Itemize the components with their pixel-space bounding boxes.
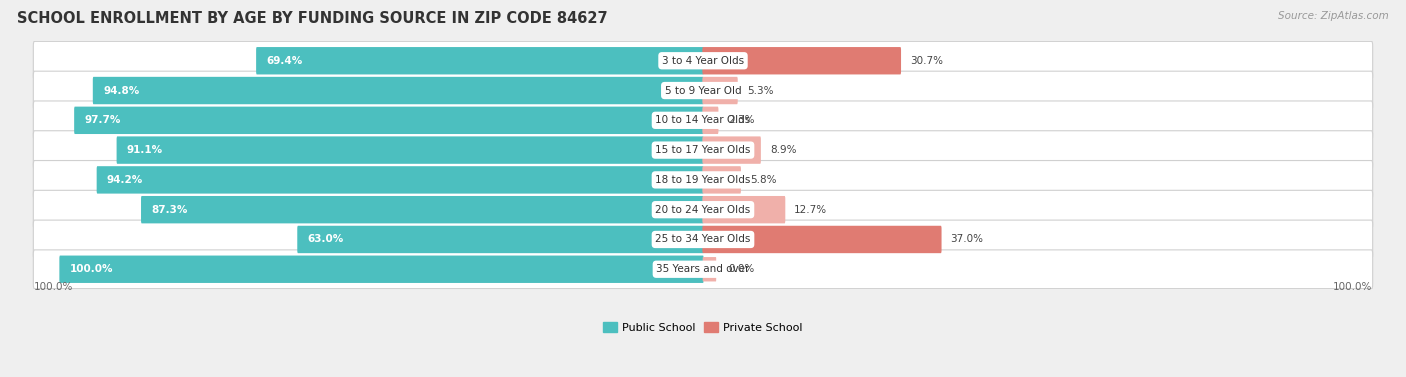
Text: 97.7%: 97.7% — [84, 115, 121, 125]
FancyBboxPatch shape — [34, 71, 1372, 110]
Legend: Public School, Private School: Public School, Private School — [599, 318, 807, 337]
Text: 35 Years and over: 35 Years and over — [657, 264, 749, 274]
Text: 87.3%: 87.3% — [152, 205, 187, 215]
FancyBboxPatch shape — [117, 136, 703, 164]
Text: 37.0%: 37.0% — [950, 234, 984, 244]
Text: 20 to 24 Year Olds: 20 to 24 Year Olds — [655, 205, 751, 215]
Text: 3 to 4 Year Olds: 3 to 4 Year Olds — [662, 56, 744, 66]
FancyBboxPatch shape — [703, 77, 738, 104]
FancyBboxPatch shape — [703, 196, 786, 224]
Text: 100.0%: 100.0% — [34, 282, 73, 291]
Text: 12.7%: 12.7% — [794, 205, 827, 215]
FancyBboxPatch shape — [703, 107, 718, 134]
FancyBboxPatch shape — [75, 107, 703, 134]
Text: 18 to 19 Year Olds: 18 to 19 Year Olds — [655, 175, 751, 185]
Text: 100.0%: 100.0% — [70, 264, 112, 274]
FancyBboxPatch shape — [703, 166, 741, 194]
FancyBboxPatch shape — [703, 226, 942, 253]
FancyBboxPatch shape — [34, 161, 1372, 199]
Text: 10 to 14 Year Olds: 10 to 14 Year Olds — [655, 115, 751, 125]
Text: 94.8%: 94.8% — [103, 86, 139, 95]
FancyBboxPatch shape — [297, 226, 703, 253]
Text: 15 to 17 Year Olds: 15 to 17 Year Olds — [655, 145, 751, 155]
FancyBboxPatch shape — [703, 257, 716, 282]
FancyBboxPatch shape — [703, 47, 901, 74]
Text: 0.0%: 0.0% — [728, 264, 755, 274]
Text: 69.4%: 69.4% — [266, 56, 302, 66]
FancyBboxPatch shape — [97, 166, 703, 194]
Text: 25 to 34 Year Olds: 25 to 34 Year Olds — [655, 234, 751, 244]
FancyBboxPatch shape — [703, 136, 761, 164]
Text: SCHOOL ENROLLMENT BY AGE BY FUNDING SOURCE IN ZIP CODE 84627: SCHOOL ENROLLMENT BY AGE BY FUNDING SOUR… — [17, 11, 607, 26]
Text: 30.7%: 30.7% — [910, 56, 943, 66]
FancyBboxPatch shape — [34, 131, 1372, 170]
FancyBboxPatch shape — [34, 41, 1372, 80]
FancyBboxPatch shape — [141, 196, 703, 224]
Text: 2.3%: 2.3% — [728, 115, 755, 125]
Text: 8.9%: 8.9% — [770, 145, 796, 155]
FancyBboxPatch shape — [34, 190, 1372, 229]
Text: 5 to 9 Year Old: 5 to 9 Year Old — [665, 86, 741, 95]
FancyBboxPatch shape — [34, 220, 1372, 259]
FancyBboxPatch shape — [34, 250, 1372, 289]
Text: 63.0%: 63.0% — [308, 234, 344, 244]
Text: 5.3%: 5.3% — [747, 86, 773, 95]
Text: 100.0%: 100.0% — [1333, 282, 1372, 291]
Text: 5.8%: 5.8% — [749, 175, 776, 185]
FancyBboxPatch shape — [256, 47, 703, 74]
Text: 91.1%: 91.1% — [127, 145, 163, 155]
Text: Source: ZipAtlas.com: Source: ZipAtlas.com — [1278, 11, 1389, 21]
Text: 94.2%: 94.2% — [107, 175, 143, 185]
FancyBboxPatch shape — [34, 101, 1372, 140]
FancyBboxPatch shape — [59, 256, 703, 283]
FancyBboxPatch shape — [93, 77, 703, 104]
